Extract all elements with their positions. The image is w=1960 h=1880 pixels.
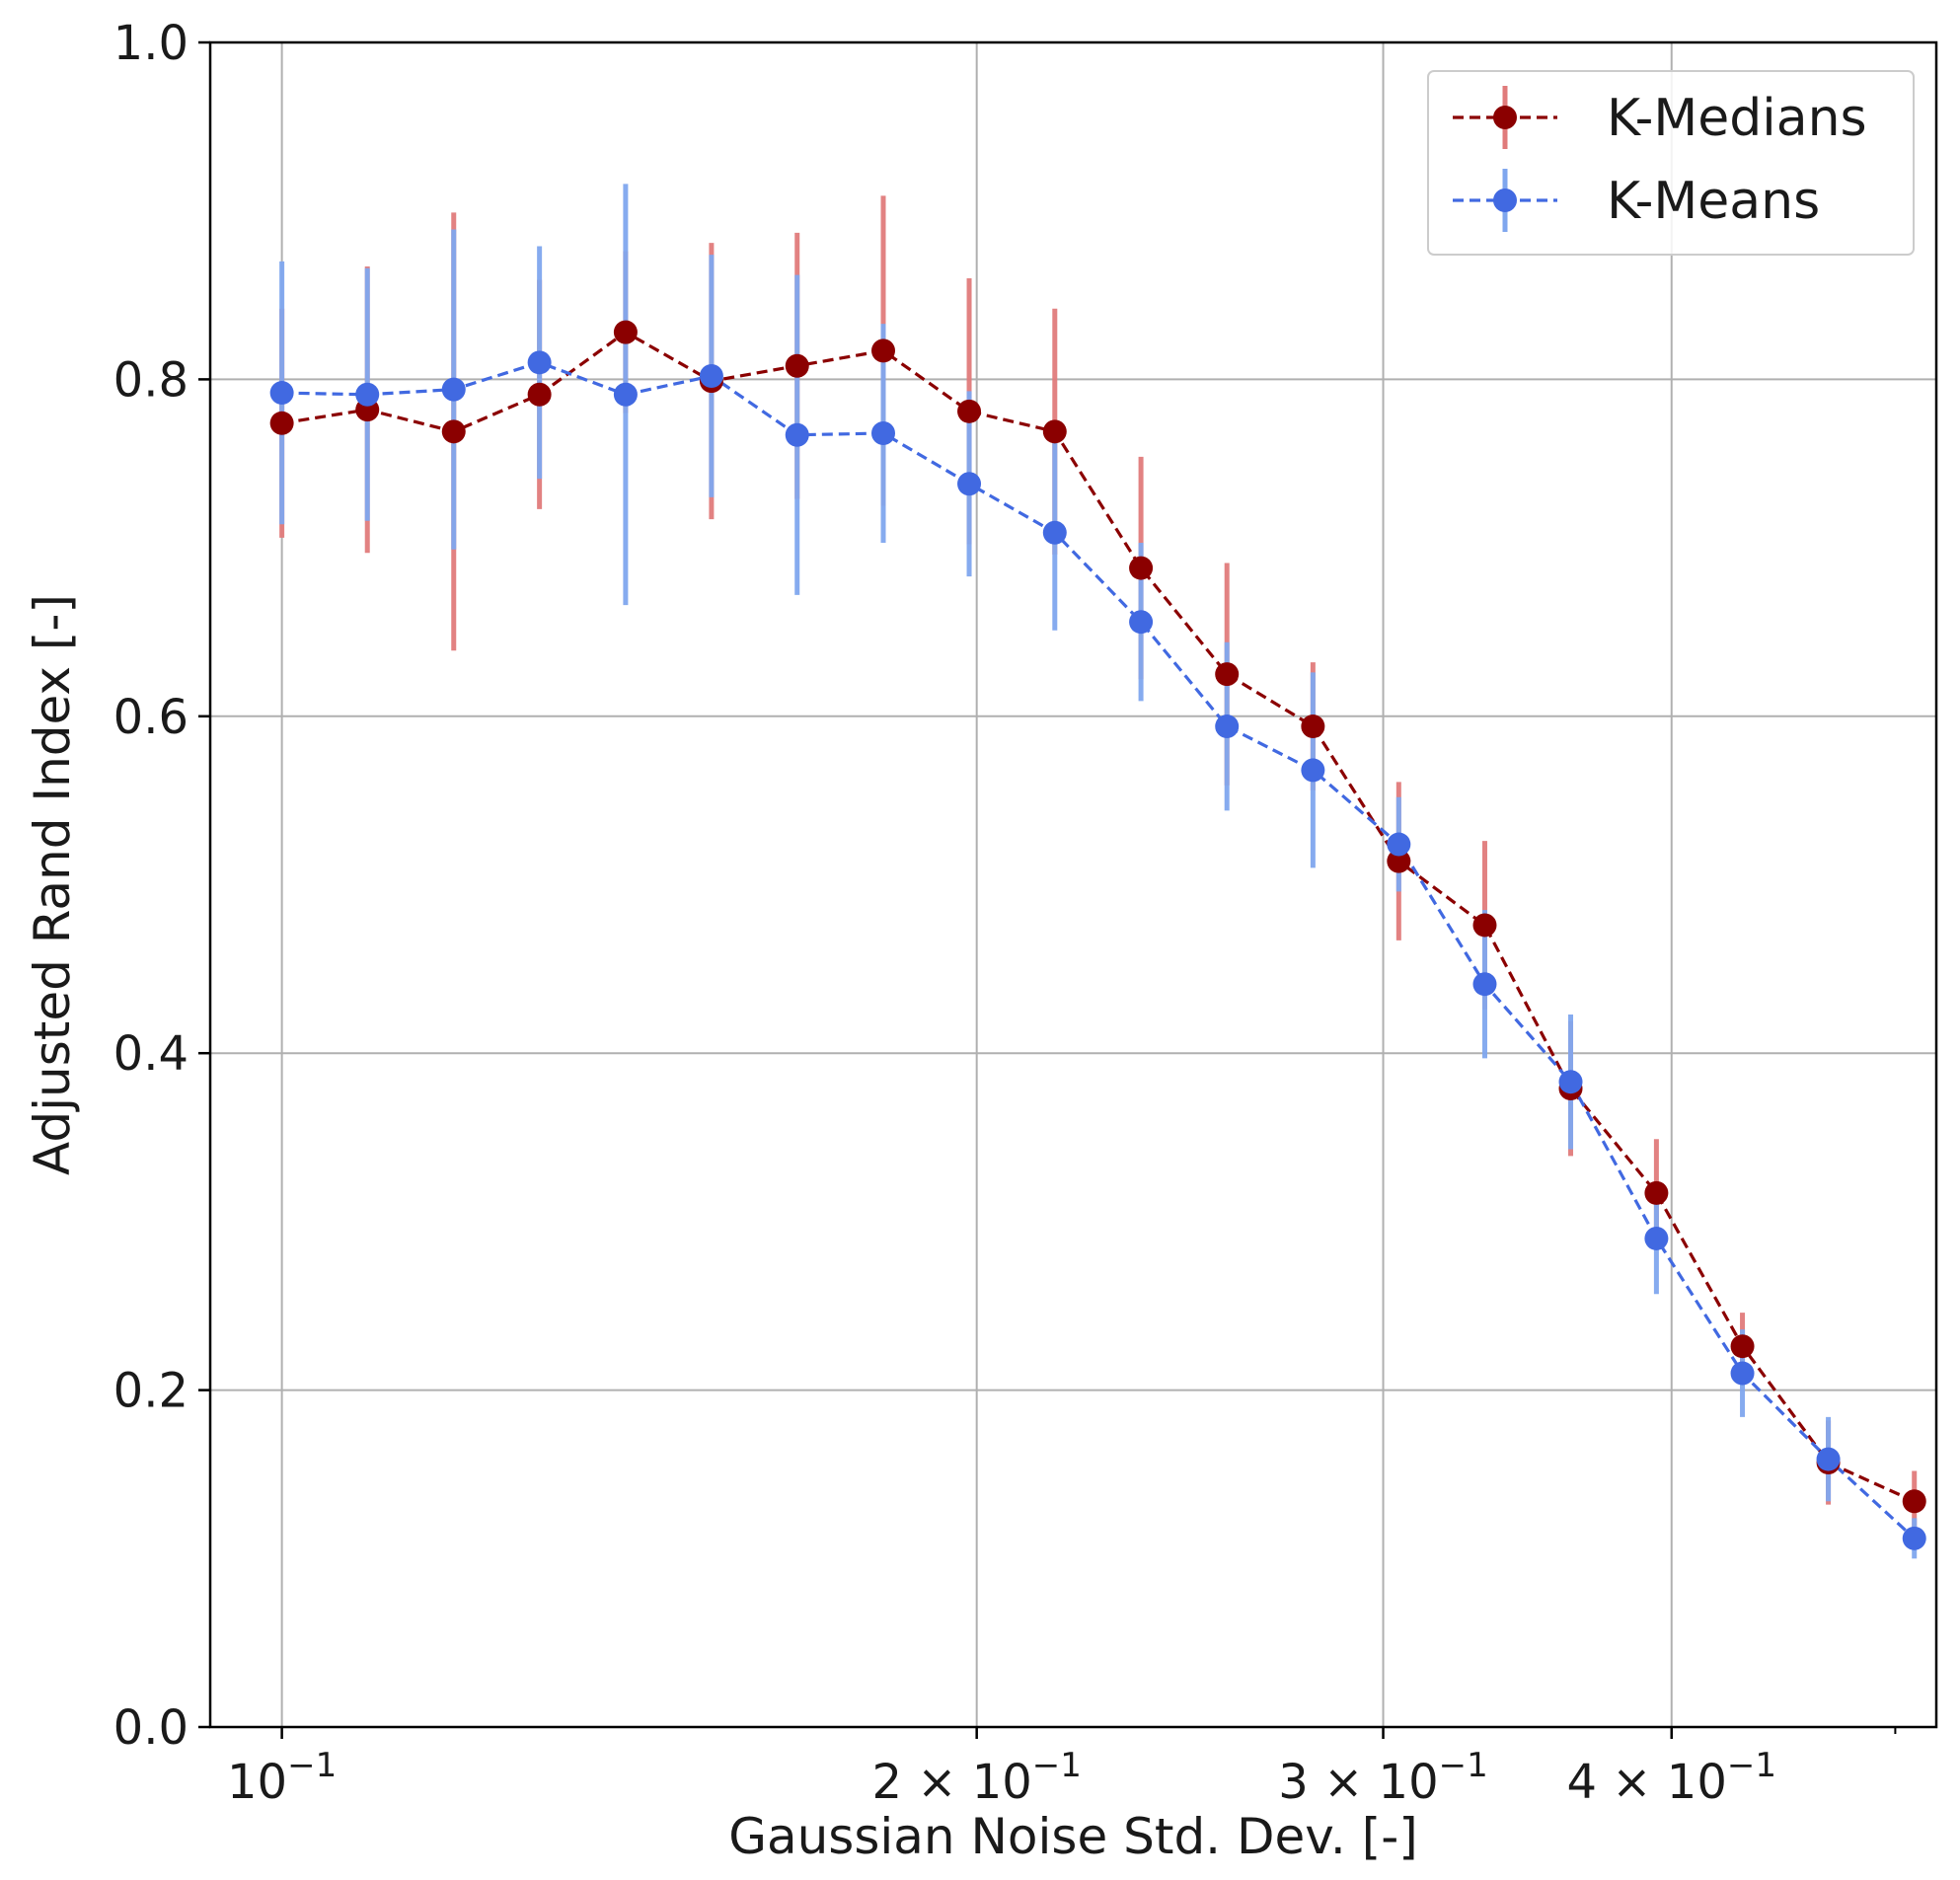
legend-marker-k-medians: [1493, 106, 1517, 129]
k-means-point: [441, 377, 466, 402]
x-axis: 10−1 2 × 10−1 3 × 10−1 4 × 10−1: [227, 1727, 1897, 1810]
k-means-point: [527, 350, 552, 375]
k-means-point: [1558, 1070, 1583, 1094]
k-medians-point: [1644, 1180, 1669, 1205]
legend-item-k-medians: K-Medians: [1453, 86, 1867, 149]
k-medians-point: [613, 320, 638, 344]
x-tick-label: 4 × 10−1: [1567, 1746, 1776, 1810]
error-bars: [279, 184, 1918, 1559]
k-means-point: [613, 382, 638, 407]
x-tick-label: 3 × 10−1: [1278, 1746, 1487, 1810]
k-medians-point: [957, 399, 982, 423]
y-axis-title: Adjusted Rand Index [-]: [24, 594, 81, 1175]
k-medians-point: [1301, 714, 1325, 739]
x-axis-title: Gaussian Noise Std. Dev. [-]: [728, 1808, 1418, 1865]
k-medians-point: [1730, 1334, 1755, 1359]
k-means-point: [1387, 832, 1411, 857]
k-means-point: [699, 363, 723, 388]
k-means-point: [1902, 1526, 1926, 1550]
k-medians-point: [1902, 1489, 1926, 1514]
k-means-point: [1472, 972, 1497, 997]
k-medians-point: [527, 382, 552, 407]
k-means-point: [957, 472, 982, 496]
k-medians-point: [785, 353, 809, 378]
k-means-point: [785, 422, 809, 447]
y-tick-label: 0.4: [113, 1026, 188, 1082]
y-tick-label: 1.0: [113, 16, 188, 71]
y-tick-label: 0.0: [113, 1700, 188, 1756]
k-means-point: [1644, 1226, 1669, 1250]
k-medians-point: [269, 411, 294, 435]
k-means-point: [871, 421, 896, 446]
y-tick-label: 0.2: [113, 1364, 188, 1419]
k-means-point: [1215, 714, 1240, 739]
k-medians-point: [1215, 662, 1240, 687]
legend-item-k-means: K-Means: [1453, 169, 1820, 232]
legend: K-Medians K-Means: [1427, 70, 1915, 256]
k-medians-point: [1387, 849, 1411, 873]
x-tick-label: 2 × 10−1: [871, 1746, 1081, 1810]
k-means-point: [1816, 1447, 1841, 1471]
legend-label-k-medians: K-Medians: [1607, 89, 1867, 148]
y-axis: 0.0 0.2 0.4 0.6 0.8 1.0: [113, 16, 210, 1756]
k-medians-line: [281, 330, 1916, 1503]
y-tick-label: 0.8: [113, 352, 188, 408]
series-markers: [269, 320, 1926, 1550]
k-means-point: [1042, 520, 1067, 545]
k-means-point: [1301, 758, 1325, 783]
legend-label-k-means: K-Means: [1607, 172, 1820, 231]
k-medians-point: [1472, 913, 1497, 938]
series-lines: [281, 330, 1916, 1540]
k-means-line: [281, 360, 1916, 1540]
k-medians-point: [1042, 419, 1067, 444]
plot-frame: [208, 40, 1938, 1729]
k-medians-point: [871, 338, 896, 363]
k-means-point: [355, 382, 380, 407]
k-medians-point: [441, 419, 466, 444]
x-tick-label: 10−1: [227, 1746, 337, 1810]
grid-lines: [210, 41, 1936, 1728]
k-medians-point: [1129, 556, 1154, 580]
legend-box: [1427, 70, 1915, 256]
k-means-point: [1730, 1361, 1755, 1386]
k-means-point: [1129, 610, 1154, 635]
y-tick-label: 0.6: [113, 690, 188, 745]
legend-marker-k-means: [1493, 188, 1517, 212]
k-means-point: [269, 381, 294, 406]
